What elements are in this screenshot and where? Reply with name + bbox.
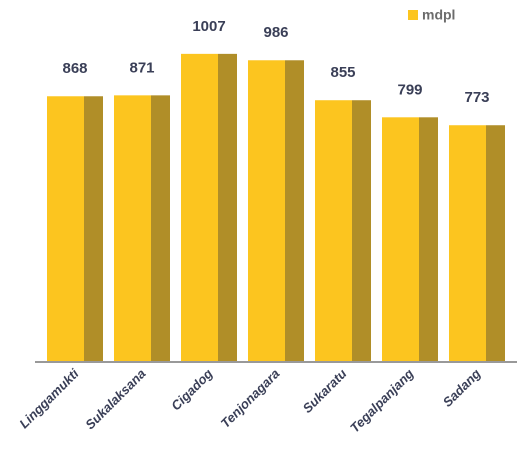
- x-tick-label: Tegalpanjang: [347, 366, 417, 436]
- bar: [181, 53, 237, 362]
- value-label: 868: [62, 60, 87, 77]
- bar-side: [352, 100, 371, 361]
- bar-side: [151, 95, 170, 361]
- legend-swatch: [408, 10, 418, 20]
- legend-label: mdpl: [422, 7, 455, 23]
- bar-front: [114, 95, 151, 361]
- bar: [315, 100, 371, 361]
- bar-side: [218, 53, 237, 362]
- bar-front: [315, 100, 352, 361]
- x-tick-label: Linggamukti: [16, 366, 82, 432]
- value-label: 871: [129, 59, 154, 76]
- bar: [47, 96, 103, 361]
- x-tick-label: Cigadog: [168, 366, 215, 413]
- bar-front: [181, 53, 218, 362]
- value-label: 1007: [192, 18, 225, 35]
- bar-front: [47, 96, 84, 361]
- bar: [114, 95, 170, 361]
- bar-side: [84, 96, 103, 361]
- bar-side: [419, 117, 438, 362]
- bar: [449, 125, 505, 361]
- value-label: 799: [397, 81, 422, 98]
- x-tick-label: Sukalaksana: [82, 366, 148, 432]
- x-tick-label: Sadang: [440, 366, 484, 410]
- bar-front: [382, 117, 419, 362]
- bar: [382, 117, 438, 362]
- x-tick-label: Sukaratu: [300, 366, 350, 416]
- x-tick-label: Tenjonagara: [218, 366, 283, 431]
- bar-front: [248, 60, 285, 362]
- bar-side: [285, 60, 304, 362]
- value-label: 855: [330, 64, 355, 81]
- bar-side: [486, 125, 505, 361]
- value-label: 986: [263, 24, 288, 41]
- bar-front: [449, 125, 486, 361]
- bar: [248, 60, 304, 362]
- value-label: 773: [464, 89, 489, 106]
